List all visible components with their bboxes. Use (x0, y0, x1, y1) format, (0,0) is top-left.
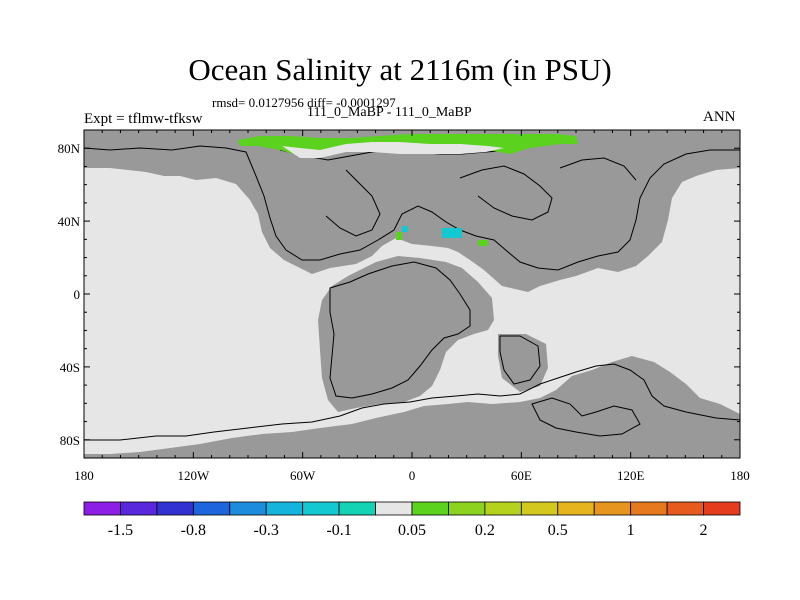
colorbar-swatch (666, 501, 704, 516)
colorbar-swatch (593, 501, 632, 516)
colorbar-swatch (411, 501, 449, 516)
lon-tick-label: 180 (730, 468, 750, 483)
colorbar-swatch (557, 501, 595, 516)
lat-tick-label: 80S (60, 433, 80, 448)
salinity-anomaly-negative (402, 226, 462, 238)
colorbar-label: -0.3 (254, 522, 279, 539)
colorbar-label: 1 (627, 522, 635, 539)
lon-tick-label: 180 (74, 468, 94, 483)
colorbar-swatch (338, 501, 376, 516)
lon-tick-label: 120E (617, 468, 645, 483)
ocean-gap (282, 142, 504, 158)
lat-tick-label: 40N (58, 214, 81, 229)
colorbar-swatch (156, 501, 194, 516)
colorbar-label: -0.1 (326, 522, 351, 539)
colorbar-label: -0.8 (181, 522, 206, 539)
season-label: ANN (703, 109, 736, 125)
colorbar-swatch (229, 501, 267, 516)
rmsd-diff-stats: rmsd= 0.0127956 diff= -0.0001297 (212, 95, 396, 110)
colorbar-swatch (265, 501, 304, 516)
chart-title: Ocean Salinity at 2116m (in PSU) (188, 52, 612, 87)
colorbar-swatch (448, 501, 486, 516)
lat-tick-label: 0 (74, 287, 81, 302)
colorbar-swatch (120, 501, 158, 516)
colorbar: -1.5 -0.8 -0.3 -0.1 0.05 0.2 0.5 1 2 (83, 501, 741, 539)
colorbar-swatch (302, 501, 340, 516)
lat-tick-label: 80N (58, 141, 81, 156)
colorbar-label: 0.2 (475, 522, 495, 539)
experiment-label: Expt = tflmw-tfksw (84, 111, 203, 127)
colorbar-label: 0.05 (398, 522, 426, 539)
colorbar-swatch (520, 501, 559, 516)
chart-subtitle: 111_0_MaBP - 111_0_MaBP (307, 105, 472, 120)
colorbar-label: -1.5 (108, 522, 133, 539)
coastline-contours (84, 145, 740, 441)
colorbar-swatch (630, 501, 668, 516)
lon-tick-label: 120W (177, 468, 210, 483)
axis-ticks: 80N 40N 0 40S 80S 180 120W 60W 0 60E 120E 180 (58, 130, 750, 483)
northern-continent (84, 130, 740, 292)
southern-continent-west (318, 256, 494, 412)
colorbar-label: 2 (700, 522, 708, 539)
colorbar-label: 0.5 (548, 522, 568, 539)
colorbar-swatch (83, 501, 121, 516)
lon-tick-label: 60W (290, 468, 316, 483)
lon-tick-label: 60E (511, 468, 532, 483)
colorbar-swatch (192, 501, 231, 516)
eastern-landmass (498, 334, 548, 392)
colorbar-swatch (703, 501, 741, 516)
lat-tick-label: 40S (60, 360, 80, 375)
colorbar-swatch (484, 501, 522, 516)
colorbar-swatch (375, 501, 413, 516)
lon-tick-label: 0 (409, 468, 416, 483)
